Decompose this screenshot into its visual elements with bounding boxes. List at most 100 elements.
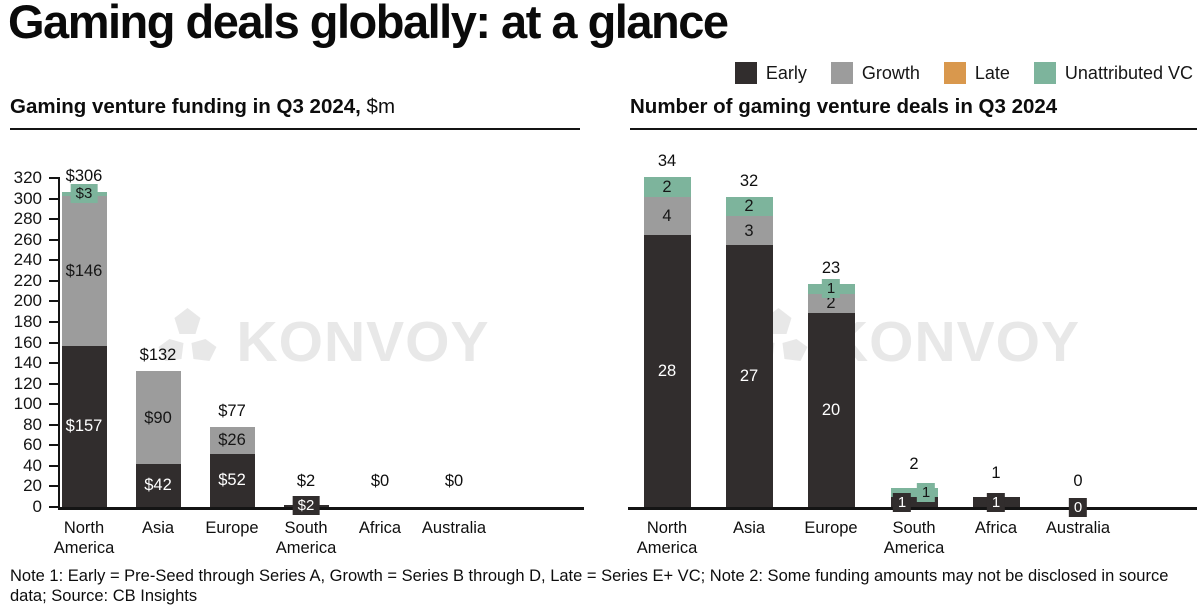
x-category-label: Africa	[974, 519, 1018, 537]
bar-total-label: $306	[65, 167, 103, 186]
bar-segment-unattributed-vc	[725, 196, 773, 216]
bar-total-label: $132	[139, 346, 177, 365]
bar-segment-label: 3	[744, 221, 754, 240]
y-axis-tick-label: 140	[13, 353, 42, 373]
page-title: Gaming deals globally: at a glance	[8, 0, 729, 48]
bar-segment-label: $42	[144, 476, 172, 495]
bar-segment-label: 2	[826, 294, 836, 313]
legend-label: Unattributed VC	[1064, 62, 1193, 83]
bar-segment-label-chip: 1	[986, 492, 1006, 512]
legend-label: Late	[974, 62, 1010, 83]
legend-item-late: Late	[943, 62, 1010, 84]
legend-label: Growth	[861, 62, 920, 83]
legend-swatch	[1033, 62, 1056, 84]
bar-segment-label: $146	[65, 261, 103, 280]
y-axis-tick-mark	[49, 320, 58, 323]
bar-segment-label-chip: 1	[821, 279, 841, 299]
y-axis-tick-mark	[49, 218, 58, 221]
y-axis-tick-mark	[49, 382, 58, 385]
footnote: Note 1: Early = Pre-Seed through Series …	[10, 567, 1169, 605]
x-category-label: North America	[636, 519, 698, 558]
legend-swatch	[734, 62, 757, 84]
y-axis-tick-mark	[49, 362, 58, 365]
x-category-label: Australia	[1045, 519, 1111, 537]
bar-total-label: $0	[370, 472, 390, 490]
bar-total-label: 2	[909, 454, 919, 473]
bar-segment-early	[61, 345, 107, 507]
x-category-label: Europe	[804, 519, 858, 537]
x-category-label: Africa	[358, 519, 402, 537]
y-axis-tick-label: 180	[13, 311, 42, 331]
legend-swatch	[943, 62, 966, 84]
y-axis-tick-label: 280	[13, 209, 42, 229]
bar-segment-early	[807, 313, 855, 507]
y-axis-tick-label: 320	[13, 168, 42, 188]
y-axis-tick-mark	[49, 341, 58, 344]
legend-label: Early	[765, 62, 807, 83]
bar-segment-label: 20	[821, 401, 841, 419]
bar-total-label: $0	[444, 472, 464, 490]
bar-segment-label-chip: $3	[70, 184, 98, 204]
legend-item-growth: Growth	[830, 62, 920, 84]
x-category-label: South America	[275, 519, 337, 558]
bar-total-label: $2	[296, 471, 316, 490]
bar-segment-label: $26	[218, 431, 246, 450]
y-axis-tick-mark	[49, 403, 58, 406]
bar-segment-growth	[725, 216, 773, 246]
bar-segment-early	[209, 453, 255, 507]
bar-segment-label: 2	[662, 177, 672, 196]
y-axis-tick-mark	[49, 197, 58, 200]
bar-total-label: 34	[657, 152, 677, 171]
bar-total-label: 32	[739, 171, 759, 190]
bar-segment-growth	[643, 196, 691, 236]
bar-segment-unattributed-vc	[643, 177, 691, 197]
bar-total-label: 23	[821, 258, 841, 277]
bar-segment-growth	[61, 195, 107, 346]
konvoy-watermark-text: KONVOY	[826, 309, 1081, 374]
left-chart-title-suffix: $m	[360, 95, 396, 118]
deals-chart-plot: KONVOY North America 28 4 2 34 Asia 27 3 2 32 Euro…	[628, 152, 1197, 557]
y-axis-tick-mark	[49, 464, 58, 467]
y-axis-tick-label: 60	[23, 435, 42, 455]
right-chart-title: Number of gaming venture deals in Q3 202…	[630, 95, 1197, 130]
bar-segment-label: 27	[739, 367, 759, 386]
y-axis-tick-mark	[49, 423, 58, 426]
y-axis-tick-mark	[49, 279, 58, 282]
left-chart-title-text: Gaming venture funding in Q3 2024,	[10, 95, 361, 118]
y-axis-tick-label: 300	[13, 188, 42, 208]
right-chart-title-text: Number of gaming venture deals in Q3 202…	[630, 95, 1058, 118]
y-axis-tick-label: 100	[13, 394, 42, 414]
y-axis-tick-label: 260	[13, 229, 42, 249]
konvoy-watermark: KONVOY	[745, 308, 1080, 375]
y-axis-tick-mark	[49, 300, 58, 303]
konvoy-watermark-text: KONVOY	[236, 309, 490, 374]
y-axis-tick-mark	[49, 238, 58, 241]
y-axis-tick-label: 240	[13, 250, 42, 270]
y-axis-tick-label: 200	[13, 291, 42, 311]
bar-segment-label: 2	[744, 197, 754, 216]
x-category-label: North America	[53, 519, 115, 558]
bar-segment-growth	[209, 426, 255, 454]
x-category-label: Asia	[141, 519, 175, 537]
y-axis-tick-mark	[49, 444, 58, 447]
legend-item-early: Early	[734, 62, 807, 84]
x-category-label: Australia	[421, 519, 487, 537]
bar-segment-label-chip: 1	[892, 492, 912, 512]
bar-segment-label: $52	[218, 471, 246, 490]
bar-segment-unattributed-vc	[890, 487, 938, 498]
legend: Early Growth Late Unattributed VC	[734, 62, 1193, 84]
x-category-label: South America	[883, 519, 945, 558]
y-axis-tick-label: 120	[13, 373, 42, 393]
y-axis-tick-mark	[49, 177, 58, 180]
y-axis-tick-label: 220	[13, 270, 42, 290]
bar-total-label: $77	[218, 401, 246, 420]
y-axis-tick-label: 40	[23, 455, 42, 475]
bar-segment-early	[643, 235, 691, 507]
bar-total-label: 1	[991, 464, 1001, 483]
y-axis-tick-label: 0	[32, 497, 42, 516]
bar-segment-label: 4	[662, 207, 672, 225]
y-axis-tick-mark	[49, 506, 58, 508]
bar-segment-growth	[807, 293, 855, 313]
y-axis-tick-mark	[49, 259, 58, 262]
